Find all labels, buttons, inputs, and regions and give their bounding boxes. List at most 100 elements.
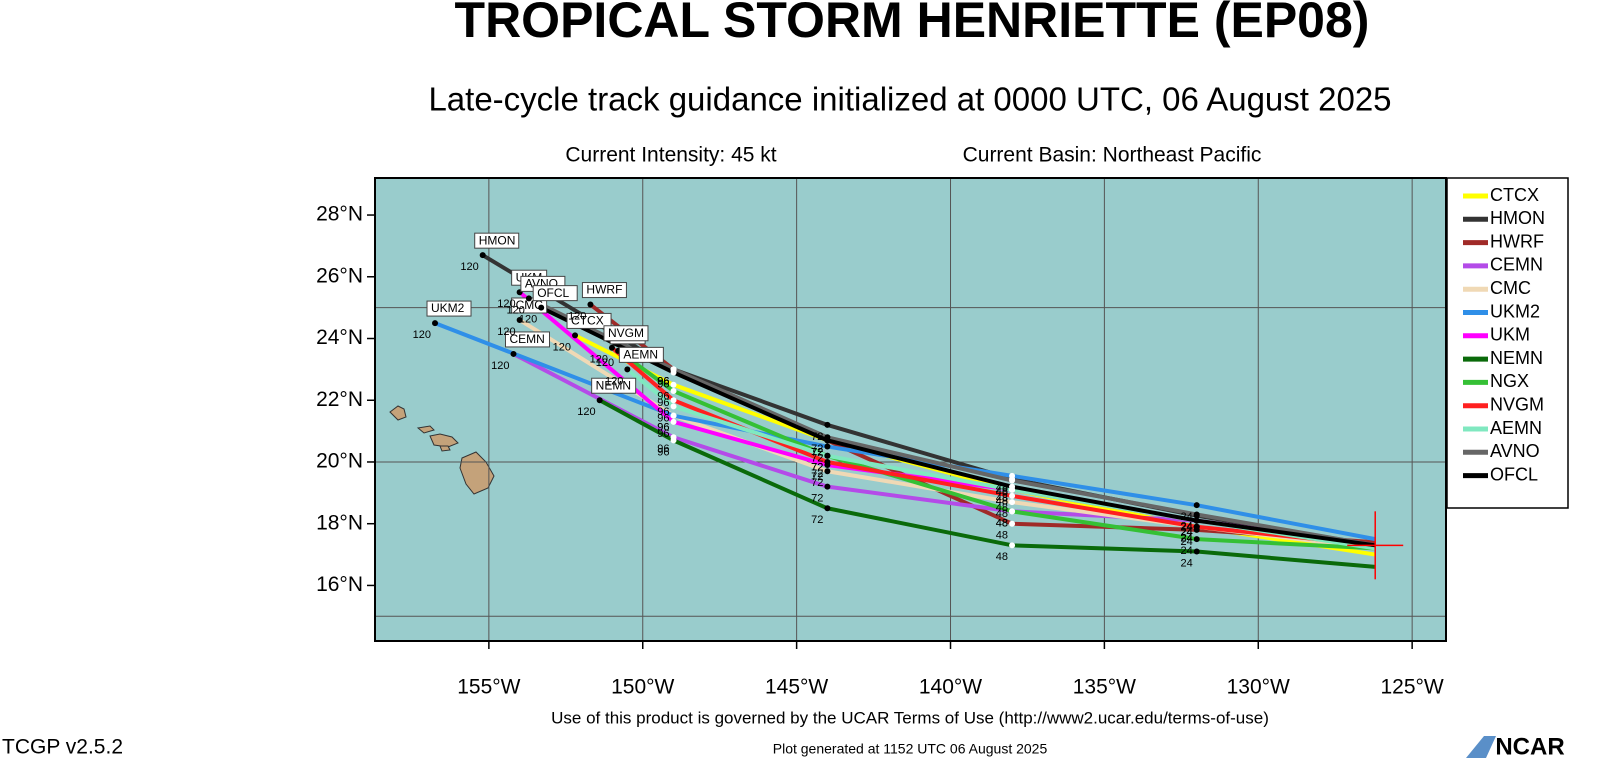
track-point (1193, 511, 1200, 518)
model-label-box (426, 300, 472, 317)
hawaii-islands (389, 405, 495, 495)
legend-label: UKM2 (1490, 301, 1540, 321)
model-label-box (603, 325, 649, 342)
plot-frame (374, 177, 1447, 642)
track-line (598, 398, 1376, 569)
legend-label: HWRF (1490, 231, 1544, 251)
model-label-box (474, 232, 520, 249)
hour-label: 24 (1180, 533, 1192, 545)
hour-label: 120 (605, 375, 623, 387)
model-label-box (581, 282, 627, 299)
track-point (1009, 483, 1016, 490)
track-point (1009, 477, 1016, 484)
hour-label: 96 (657, 428, 669, 440)
y-tick-label: 22°N (316, 388, 363, 411)
model-label-box (591, 377, 637, 394)
hour-label: 96 (657, 378, 669, 390)
legend-label: AEMN (1490, 418, 1542, 438)
version: TCGP v2.5.2 (2, 736, 123, 759)
hour-label: 72 (811, 431, 823, 443)
legend-label: HMON (1490, 208, 1545, 228)
model-label: UKM2 (431, 301, 465, 315)
hour-label: 48 (996, 496, 1008, 508)
hour-label: 96 (657, 375, 669, 387)
track-point (432, 320, 439, 327)
track-point (824, 505, 831, 512)
legend-label: CEMN (1490, 255, 1543, 275)
hour-label: 96 (657, 397, 669, 409)
hour-label: 24 (1180, 527, 1192, 539)
hour-label: 72 (811, 468, 823, 480)
track-point (596, 397, 603, 404)
track-point (1193, 502, 1200, 509)
hour-label: 24 (1180, 520, 1192, 532)
hour-label: 48 (996, 508, 1008, 520)
track-line (610, 346, 1376, 548)
hour-label: 120 (413, 329, 431, 341)
track-point (1009, 499, 1016, 506)
track-point (824, 468, 831, 475)
x-tick-label: 135°W (1073, 676, 1136, 699)
hour-label: 72 (811, 446, 823, 458)
hour-label: 48 (996, 493, 1008, 505)
hour-label: 72 (811, 462, 823, 474)
hour-label: 48 (996, 496, 1008, 508)
model-label: NEMN (596, 378, 631, 392)
track-point (670, 437, 677, 444)
hour-label: 72 (811, 452, 823, 464)
hour-label: 72 (811, 446, 823, 458)
y-tick-label: 18°N (316, 511, 363, 534)
hour-label: 96 (657, 422, 669, 434)
hour-label: 120 (568, 310, 586, 322)
track-point (1009, 508, 1016, 515)
plot-area: 24487296120CTCX24487296120HMON2448729612… (375, 178, 1446, 641)
ocean (375, 178, 1446, 641)
hour-label: 72 (811, 462, 823, 474)
track-point (670, 369, 677, 376)
hour-label: 96 (657, 406, 669, 418)
track-point (670, 418, 677, 425)
hour-label: 96 (657, 375, 669, 387)
track-point (1009, 542, 1016, 549)
hour-label: 72 (811, 446, 823, 458)
model-label: HWRF (586, 283, 622, 297)
track-point (538, 304, 545, 311)
y-tick-label: 28°N (316, 203, 363, 226)
x-tick-label: 125°W (1381, 676, 1444, 699)
generated: Plot generated at 1152 UTC 06 August 202… (773, 741, 1048, 757)
hour-label: 24 (1180, 522, 1192, 534)
track-line (434, 321, 1376, 542)
hour-label: 96 (657, 422, 669, 434)
model-label-box (504, 331, 550, 348)
track-point (670, 397, 677, 404)
hour-label: 48 (996, 517, 1008, 529)
hour-label: 96 (657, 391, 669, 403)
hour-label: 120 (497, 298, 515, 310)
y-tick-label: 16°N (316, 573, 363, 596)
model-label: OFCL (537, 286, 569, 300)
hour-label: 120 (491, 360, 509, 372)
track-point (824, 483, 831, 490)
track-point (670, 403, 677, 410)
track-point (824, 458, 831, 465)
track-point (608, 344, 615, 351)
track-point (670, 387, 677, 394)
hour-label: 24 (1180, 527, 1192, 539)
title: TROPICAL STORM HENRIETTE (EP08) (455, 0, 1370, 48)
x-tick-label: 155°W (457, 676, 520, 699)
hour-label: 72 (811, 493, 823, 505)
hour-label: 96 (657, 412, 669, 424)
terms: Use of this product is governed by the U… (551, 708, 1269, 727)
track-point (516, 316, 523, 323)
track-point (824, 443, 831, 450)
hour-label: 120 (590, 354, 608, 366)
logo-mark (1466, 736, 1496, 758)
hour-label: 48 (996, 486, 1008, 498)
hour-label: 72 (811, 443, 823, 455)
x-tick-label: 150°W (611, 676, 674, 699)
legend-label: OFCL (1490, 464, 1538, 484)
track-point (670, 381, 677, 388)
legend-label: NGX (1490, 371, 1529, 391)
hour-label: 48 (996, 530, 1008, 542)
hour-label: 48 (996, 496, 1008, 508)
